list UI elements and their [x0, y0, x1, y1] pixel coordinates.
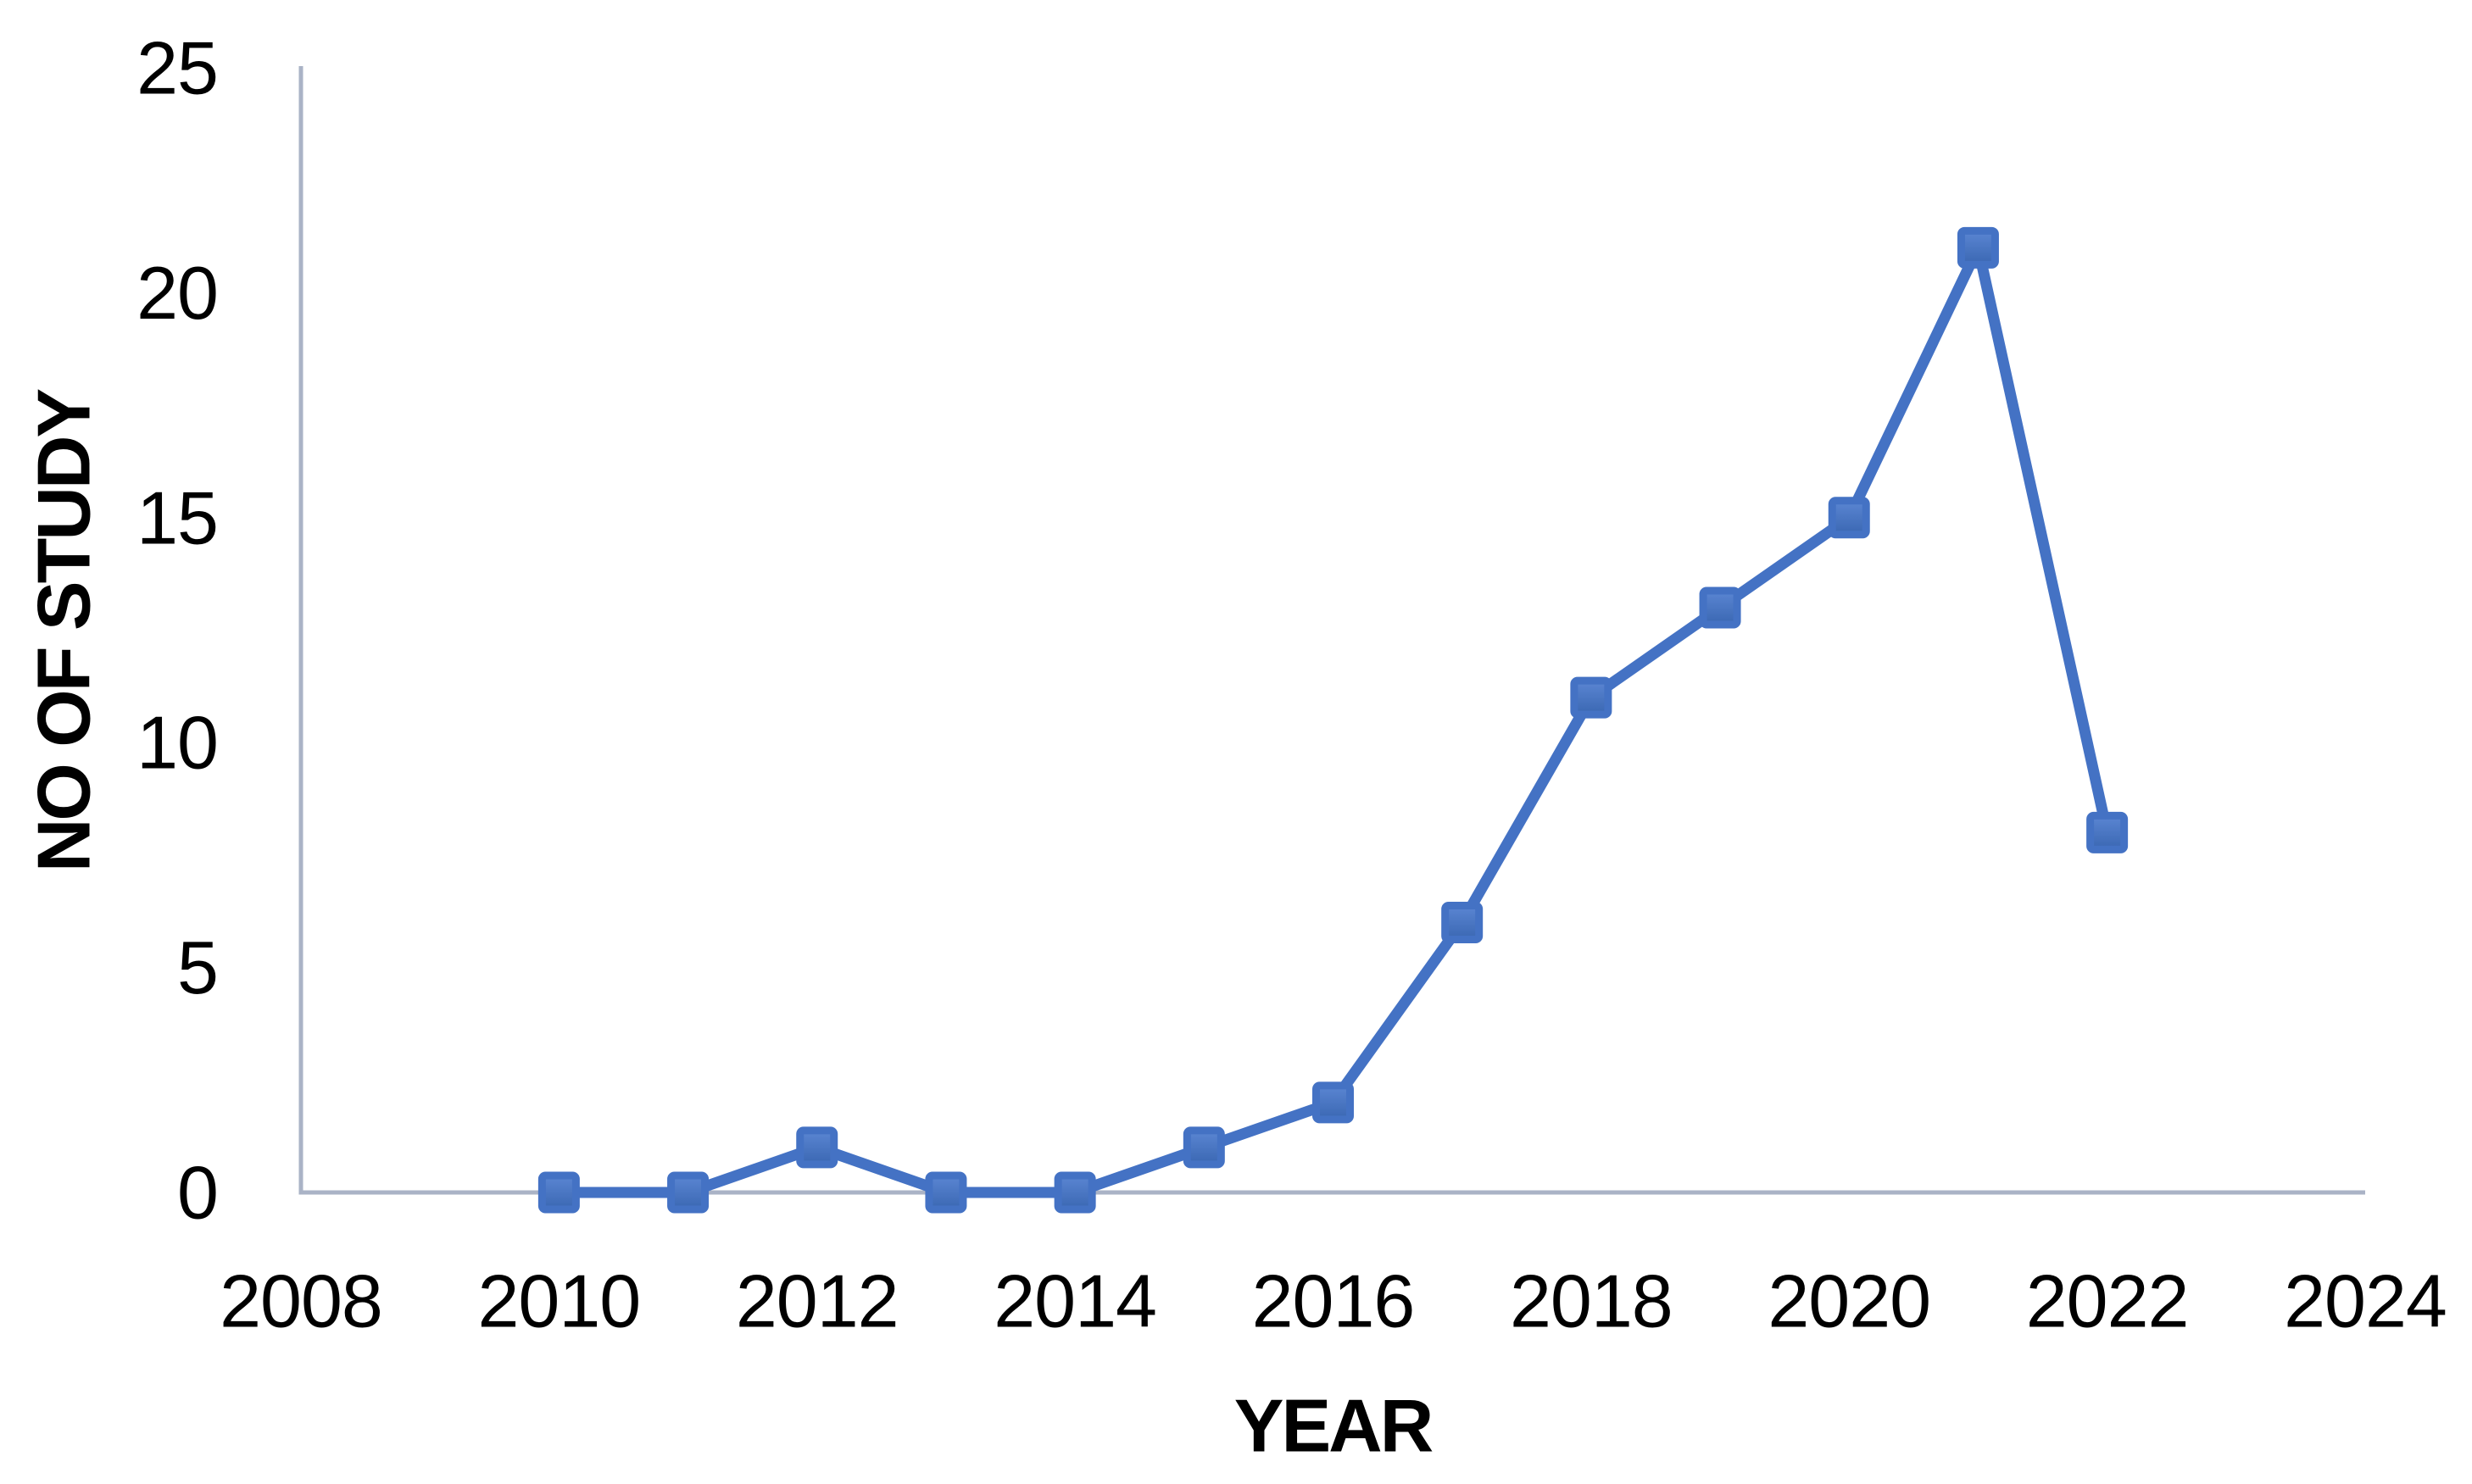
x-tick-label: 2016 — [1252, 1259, 1415, 1343]
data-point-marker — [1957, 226, 1999, 269]
x-axis-title: YEAR — [1234, 1384, 1433, 1468]
y-axis-title: NO OF STUDY — [22, 389, 106, 873]
data-point-marker — [537, 1171, 580, 1214]
data-point-marker — [1570, 676, 1612, 719]
y-tick-label: 5 — [177, 925, 218, 1009]
x-tick-label: 2010 — [477, 1259, 640, 1343]
x-tick-label: 2024 — [2284, 1259, 2447, 1343]
data-point-marker — [796, 1126, 838, 1169]
y-tick-label: 20 — [136, 251, 218, 335]
x-tick-label: 2012 — [736, 1259, 899, 1343]
data-point-marker — [925, 1171, 967, 1214]
data-point-marker — [1183, 1126, 1225, 1169]
x-tick-label: 2022 — [2026, 1259, 2189, 1343]
y-tick-label: 25 — [136, 26, 218, 110]
data-point-marker — [1699, 586, 1741, 629]
y-tick-label: 0 — [177, 1151, 218, 1235]
x-tick-label: 2018 — [1510, 1259, 1673, 1343]
x-axis-tick-labels: 2008 2010 2012 2014 2016 2018 2020 2022 2024 — [220, 1259, 2447, 1343]
x-tick-label: 2008 — [220, 1259, 382, 1343]
data-point-marker — [1312, 1081, 1354, 1124]
x-tick-label: 2014 — [994, 1259, 1156, 1343]
y-axis-tick-labels: 0 5 10 15 20 25 — [136, 26, 219, 1235]
series-line — [559, 242, 2113, 1198]
y-tick-label: 15 — [136, 475, 218, 559]
data-point-marker — [2086, 811, 2129, 853]
y-tick-label: 10 — [136, 701, 218, 785]
series-group — [537, 226, 2129, 1214]
data-point-marker — [1828, 497, 1870, 539]
x-tick-label: 2020 — [1768, 1259, 1930, 1343]
data-point-marker — [667, 1171, 710, 1214]
data-point-marker — [1054, 1171, 1096, 1214]
data-point-marker — [1441, 902, 1484, 944]
